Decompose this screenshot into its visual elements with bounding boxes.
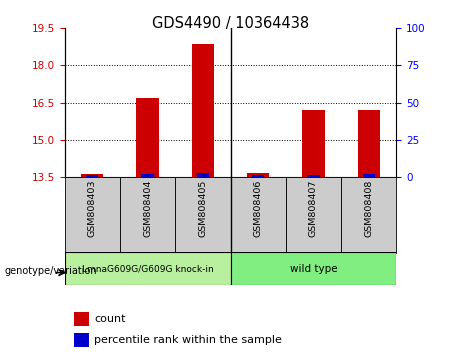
Bar: [363, 174, 375, 177]
Text: genotype/variation: genotype/variation: [5, 266, 97, 276]
Bar: [252, 175, 264, 177]
Text: GSM808408: GSM808408: [364, 179, 373, 237]
Text: percentile rank within the sample: percentile rank within the sample: [95, 335, 282, 345]
Text: GSM808407: GSM808407: [309, 179, 318, 237]
Text: GSM808406: GSM808406: [254, 179, 263, 237]
Text: GSM808403: GSM808403: [88, 179, 97, 237]
Bar: [65, 177, 120, 253]
Bar: [175, 177, 230, 253]
Bar: [65, 252, 230, 285]
Bar: [86, 175, 98, 177]
Text: count: count: [95, 314, 126, 324]
Bar: [247, 173, 269, 177]
Bar: [286, 177, 341, 253]
Text: GSM808404: GSM808404: [143, 179, 152, 237]
Bar: [358, 110, 380, 177]
Bar: [120, 177, 175, 253]
Bar: [81, 174, 103, 177]
Bar: [75, 333, 89, 347]
Bar: [192, 45, 214, 177]
Bar: [307, 175, 319, 177]
Text: LmnaG609G/G609G knock-in: LmnaG609G/G609G knock-in: [82, 264, 213, 273]
Text: GSM808405: GSM808405: [198, 179, 207, 237]
Bar: [230, 177, 286, 253]
Bar: [230, 252, 396, 285]
Bar: [341, 177, 396, 253]
Bar: [197, 172, 209, 177]
Bar: [75, 312, 89, 326]
Bar: [142, 174, 154, 177]
Text: wild type: wild type: [290, 264, 337, 274]
Text: GDS4490 / 10364438: GDS4490 / 10364438: [152, 16, 309, 31]
Bar: [302, 110, 325, 177]
Bar: [136, 98, 159, 177]
